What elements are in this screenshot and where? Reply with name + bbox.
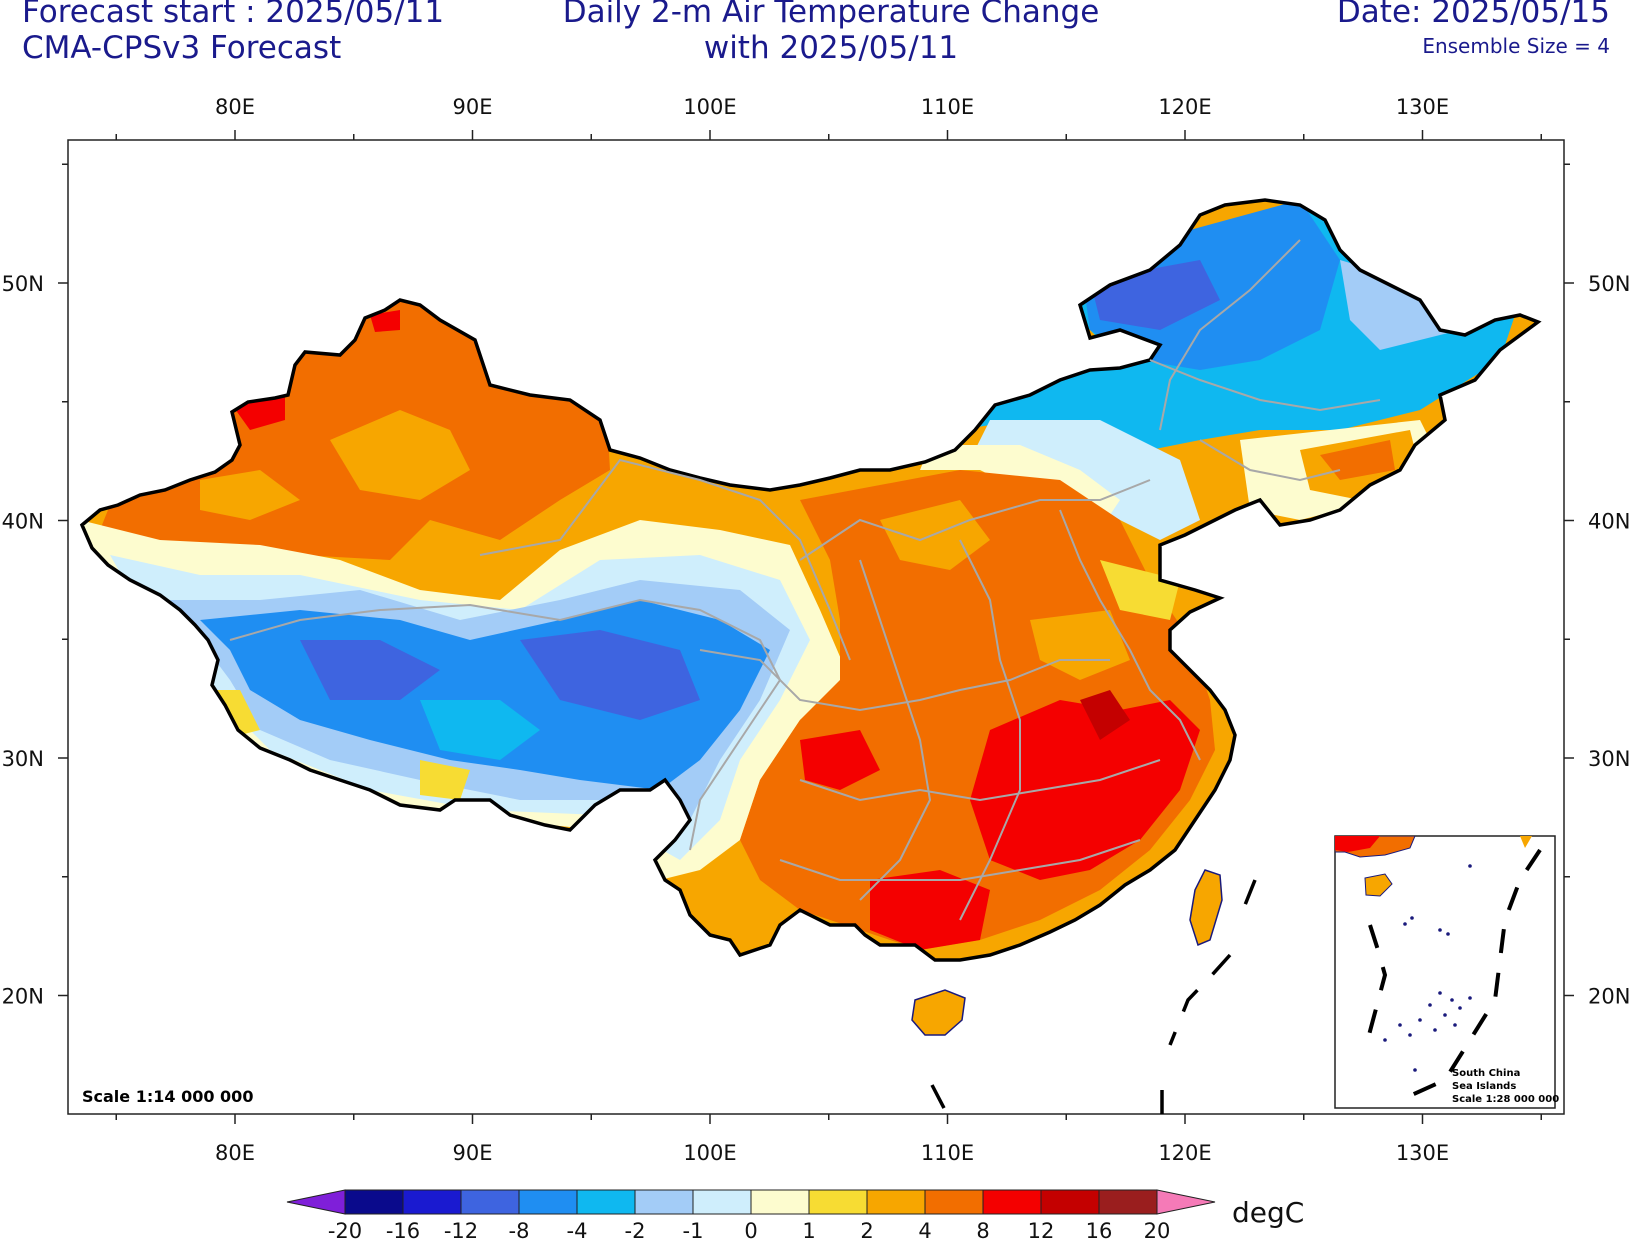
hainan-island (911, 989, 966, 1036)
lon-label-bottom: 90E (453, 1141, 493, 1165)
lat-label-left: 50N (2, 272, 44, 296)
lon-label-bottom: 100E (683, 1141, 736, 1165)
lat-label-right: 50N (1588, 272, 1630, 296)
colorbar-level-label: 0 (744, 1219, 757, 1241)
lon-label-top: 130E (1396, 95, 1449, 119)
colorbar-box (1040, 1189, 1100, 1215)
colorbar-level-label: 12 (1028, 1219, 1055, 1241)
forecast-start-label: Forecast start : 2025/05/11 (22, 0, 445, 30)
model-name-label: CMA-CPSv3 Forecast (22, 30, 342, 66)
lon-label-top: 110E (921, 95, 974, 119)
colorbar-box (518, 1189, 578, 1215)
colorbar-box (576, 1189, 636, 1215)
lat-label-right: 20N (1588, 985, 1630, 1009)
colorbar-level-label: 2 (860, 1219, 873, 1241)
province-boundaries (229, 239, 1381, 921)
inset-title-2: Sea Islands (1452, 1081, 1516, 1092)
valid-date-label: Date: 2025/05/15 (1336, 0, 1610, 30)
lat-label-left: 30N (2, 747, 44, 771)
colorbar-box (750, 1189, 810, 1215)
colorbar-box (460, 1189, 520, 1215)
lat-label-left: 40N (2, 510, 44, 534)
maritime-boundary (930, 879, 1257, 1114)
lon-label-bottom: 80E (215, 1141, 255, 1165)
colorbar-level-label: -20 (328, 1219, 362, 1241)
lon-label-top: 120E (1158, 95, 1211, 119)
colorbar-box (982, 1189, 1042, 1215)
lat-label-left: 20N (2, 985, 44, 1009)
inset-title: South China (1452, 1068, 1520, 1079)
colorbar-low-arrow (286, 1189, 346, 1215)
colorbar-high-arrow (1156, 1189, 1216, 1215)
colorbar-box (402, 1189, 462, 1215)
colorbar-level-label: -1 (683, 1219, 704, 1241)
colorbar-level-label: 8 (976, 1219, 989, 1241)
colorbar-level-label: -8 (509, 1219, 530, 1241)
chart-subtitle: with 2025/05/11 (703, 30, 959, 66)
lon-label-top: 100E (683, 95, 736, 119)
colorbar-level-label: -16 (386, 1219, 420, 1241)
map-axes: 80E 80E 90E 90E 100E 100E 110E 110E 120E 120E 130E… (2, 95, 1631, 1165)
colorbar-level-label: 20 (1144, 1219, 1171, 1241)
lon-label-bottom: 130E (1396, 1141, 1449, 1165)
lat-label-right: 30N (1588, 747, 1630, 771)
colorbar-unit: degC (1232, 1196, 1305, 1229)
colorbar-box (344, 1189, 404, 1215)
colorbar-level-label: -12 (444, 1219, 478, 1241)
colorbar-level-label: 1 (802, 1219, 815, 1241)
colorbar-box (634, 1189, 694, 1215)
colorbar-box (692, 1189, 752, 1215)
lon-label-bottom: 110E (921, 1141, 974, 1165)
south-china-sea-inset: South China Sea Islands Scale 1:28 000 0… (1334, 835, 1559, 1109)
colorbar-box (1098, 1189, 1158, 1215)
china-border (79, 198, 1542, 962)
lat-label-right: 40N (1588, 510, 1630, 534)
lon-label-top: 90E (453, 95, 493, 119)
map-scale-label: Scale 1:14 000 000 (82, 1087, 253, 1106)
colorbar: -20 -16 -12 -8 -4 -2 -1 0 1 2 4 8 12 16 20 (286, 1189, 1216, 1241)
lon-label-bottom: 120E (1158, 1141, 1211, 1165)
taiwan-island (1189, 869, 1223, 947)
chart-title: Daily 2-m Air Temperature Change (562, 0, 1100, 30)
colorbar-level-label: -2 (625, 1219, 646, 1241)
colorbar-level-label: 4 (918, 1219, 931, 1241)
colorbar-box (808, 1189, 868, 1215)
colorbar-box (924, 1189, 984, 1215)
lon-label-top: 80E (215, 95, 255, 119)
colorbar-box (866, 1189, 926, 1215)
colorbar-level-label: 16 (1086, 1219, 1113, 1241)
ensemble-size-label: Ensemble Size = 4 (1422, 34, 1610, 58)
colorbar-level-label: -4 (567, 1219, 588, 1241)
inset-scale: Scale 1:28 000 000 (1452, 1094, 1559, 1105)
